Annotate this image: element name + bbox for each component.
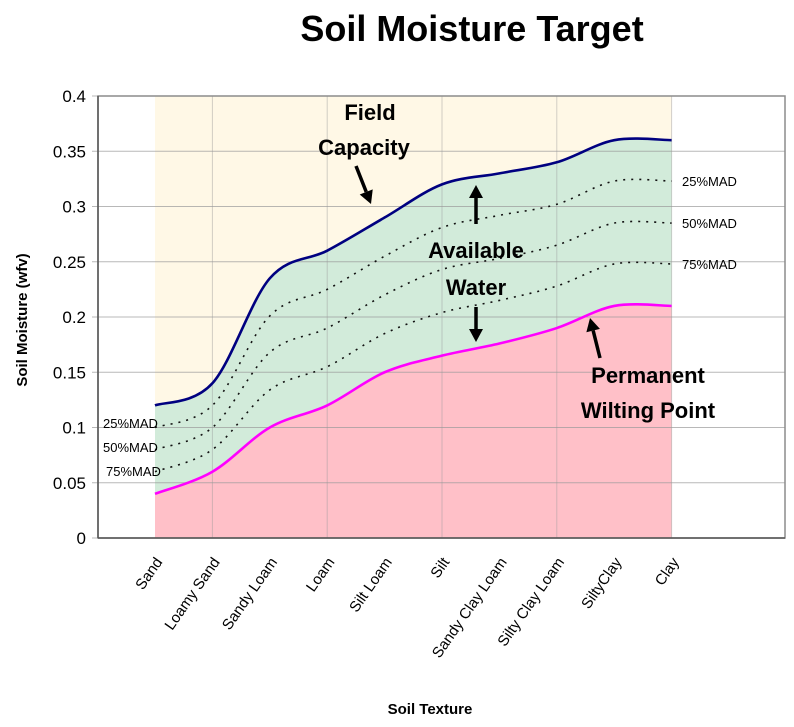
y-tick-label: 0.3 <box>62 198 86 217</box>
mad-label-right: 25%MAD <box>682 174 737 189</box>
y-axis-title: Soil Moisture (wfv) <box>14 253 31 386</box>
annotation-field-capacity-line1: Field <box>344 100 395 125</box>
annotation-wilting-point-line1: Permanent <box>591 363 705 388</box>
mad-label-right: 50%MAD <box>682 216 737 231</box>
x-category-label: Clay <box>652 554 683 589</box>
annotation-available-water-line2: Water <box>446 275 507 300</box>
field-capacity-line <box>154 137 672 407</box>
plot-area: 0 0.05 0.1 0.15 0.2 0.25 0.3 0.35 0.4 25%MAD 50%MA… <box>14 87 786 718</box>
mad-label-left: 75%MAD <box>106 464 161 479</box>
x-category-label: SiltyClay <box>578 554 626 612</box>
x-category-label: Loamy Sand <box>161 555 223 634</box>
x-category-label: Sand <box>132 555 166 593</box>
x-category-label: Loam <box>303 555 338 595</box>
mad-label-left: 25%MAD <box>103 416 158 431</box>
annotation-field-capacity-line2: Capacity <box>318 135 410 160</box>
y-tick-label: 0.4 <box>62 87 86 106</box>
y-tick-label: 0.05 <box>53 474 86 493</box>
y-tick-label: 0.2 <box>62 308 86 327</box>
annotation-available-water-line1: Available <box>428 238 524 263</box>
y-tick-label: 0.25 <box>53 253 86 272</box>
arrow-down-available-water-icon <box>469 329 483 342</box>
y-tick-label: 0.15 <box>53 363 86 382</box>
mad-line-50pctmad <box>154 220 672 451</box>
mad-label-left: 50%MAD <box>103 440 158 455</box>
arrow-down-field-capacity-shaft <box>354 165 368 193</box>
chart-title: Soil Moisture Target <box>300 8 644 49</box>
wilting-point-line <box>154 303 672 496</box>
mad-label-right: 75%MAD <box>682 257 737 272</box>
y-tick-label: 0.1 <box>62 419 86 438</box>
y-tick-label: 0.35 <box>53 142 86 161</box>
arrow-up-wilting-point-shaft <box>591 330 602 359</box>
arrow-down-field-capacity-icon <box>359 189 373 204</box>
region-below-wilting-point <box>155 304 672 538</box>
mad-line-75pctmad <box>154 261 672 473</box>
x-axis-title: Soil Texture <box>388 701 473 718</box>
arrow-up-wilting-point-icon <box>586 318 600 333</box>
x-category-label: Silt Loam <box>346 555 396 616</box>
arrow-up-available-water-icon <box>469 185 483 198</box>
x-category-label: Silt <box>427 554 453 582</box>
annotation-wilting-point-line2: Wilting Point <box>581 398 716 423</box>
y-tick-label: 0 <box>77 529 86 548</box>
x-category-label: Sandy Loam <box>219 555 281 634</box>
